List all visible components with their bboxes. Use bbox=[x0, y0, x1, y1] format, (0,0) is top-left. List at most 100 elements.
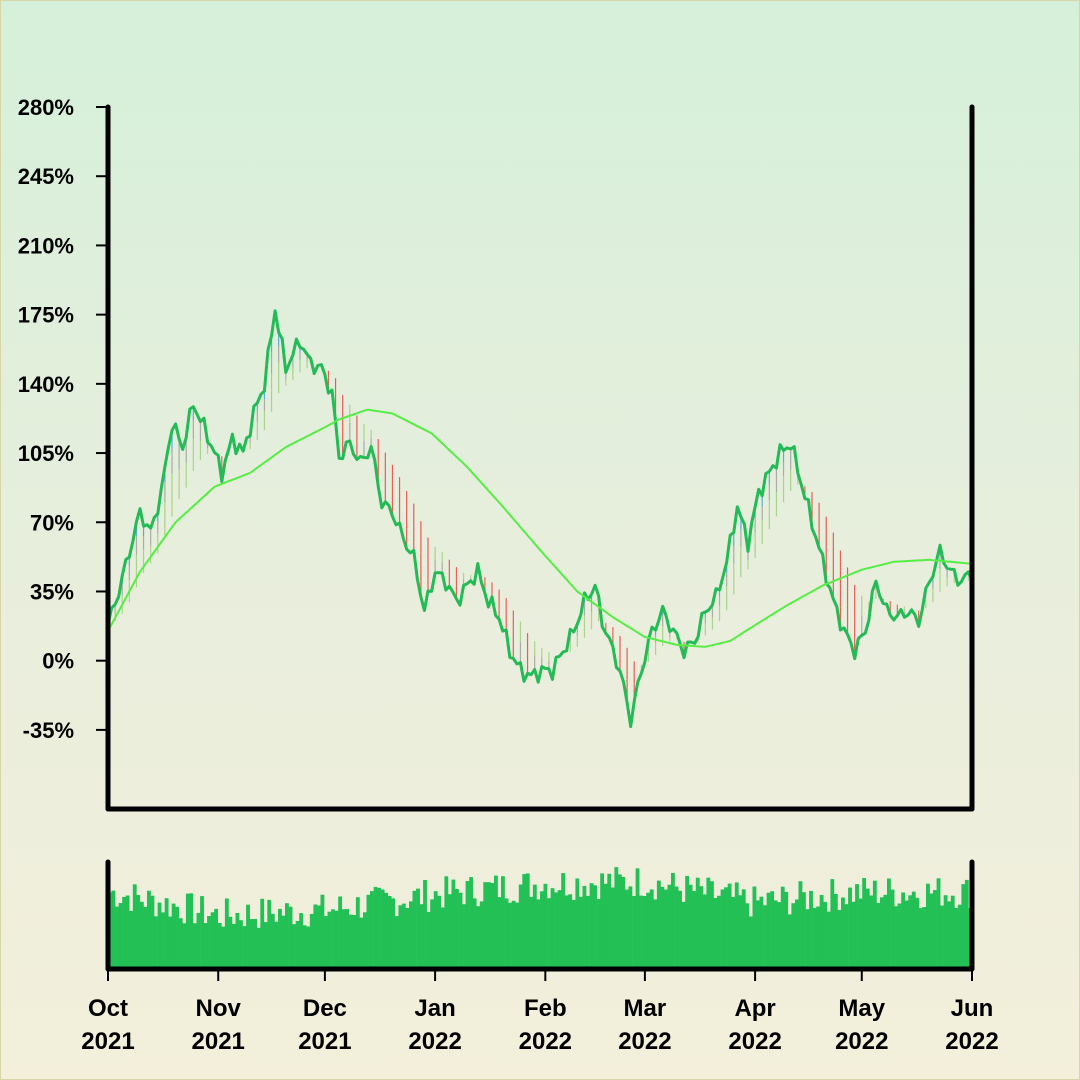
volume-bar bbox=[377, 887, 381, 969]
volume-bar bbox=[943, 895, 948, 969]
volume-bar bbox=[674, 886, 679, 969]
volume-bar bbox=[394, 916, 399, 969]
volume-bar bbox=[904, 900, 909, 969]
volume-bar bbox=[561, 873, 566, 969]
volume-bar bbox=[295, 921, 300, 969]
volume-bar bbox=[437, 895, 442, 969]
volume-bar bbox=[433, 891, 438, 969]
volume-bar bbox=[405, 908, 410, 969]
volume-bar bbox=[494, 875, 498, 969]
volume-bar bbox=[802, 892, 806, 969]
volume-bar bbox=[862, 878, 867, 969]
volume-bar bbox=[217, 923, 222, 969]
volume-bar bbox=[118, 903, 123, 969]
x-tick-year: 2022 bbox=[835, 1028, 888, 1055]
volume-bar bbox=[472, 898, 477, 969]
volume-bar bbox=[770, 891, 775, 969]
volume-bar bbox=[444, 876, 449, 969]
volume-bar bbox=[795, 899, 799, 969]
volume-bar bbox=[193, 923, 197, 969]
volume-bar bbox=[741, 889, 746, 969]
volume-bar bbox=[391, 898, 396, 969]
volume-bar bbox=[579, 896, 583, 969]
volume-bar bbox=[688, 884, 693, 969]
volume-bar bbox=[143, 906, 148, 969]
volume-bar bbox=[702, 894, 707, 969]
volume-bar bbox=[777, 902, 782, 969]
volume-bar bbox=[384, 892, 389, 969]
volume-bar bbox=[855, 884, 859, 969]
x-tick-month: Dec bbox=[303, 995, 347, 1022]
volume-bar bbox=[734, 882, 739, 969]
x-tick-month: May bbox=[838, 995, 885, 1022]
volume-bar bbox=[773, 900, 778, 969]
volume-bar bbox=[168, 916, 173, 969]
ma-ribbon bbox=[114, 332, 970, 703]
volume-bar bbox=[848, 887, 852, 969]
volume-bar bbox=[398, 905, 403, 969]
volume-bar bbox=[933, 890, 937, 969]
volume-bar bbox=[178, 918, 183, 969]
volume-bar bbox=[550, 888, 555, 969]
volume-bar bbox=[667, 884, 672, 969]
volume-bar bbox=[246, 904, 250, 969]
volume-bar bbox=[256, 927, 261, 969]
volume-bar bbox=[844, 904, 849, 969]
volume-bar bbox=[713, 898, 718, 969]
volume-bar bbox=[745, 903, 750, 969]
x-tick-year: 2022 bbox=[408, 1028, 461, 1055]
volume-bar bbox=[221, 926, 226, 969]
volume-bar bbox=[879, 897, 884, 969]
volume-bar bbox=[486, 882, 491, 969]
volume-bar bbox=[826, 911, 831, 969]
volume-bar bbox=[490, 883, 495, 969]
volume-bar bbox=[685, 875, 690, 969]
x-tick-month: Nov bbox=[196, 995, 242, 1022]
volume-bar bbox=[964, 879, 969, 969]
volume-bar bbox=[355, 897, 360, 969]
volume-bar bbox=[451, 879, 456, 969]
x-tick-month: Feb bbox=[524, 995, 567, 1022]
volume-bar bbox=[787, 914, 792, 969]
volume-bar bbox=[274, 921, 279, 969]
volume-bar bbox=[929, 893, 934, 969]
volume-bar bbox=[320, 894, 325, 969]
volume-bar bbox=[228, 916, 233, 969]
y-tick-label: 70% bbox=[30, 510, 74, 535]
x-tick-year: 2022 bbox=[945, 1028, 998, 1055]
volume-bar bbox=[341, 909, 346, 969]
volume-bar bbox=[288, 906, 293, 969]
volume-bar bbox=[270, 913, 275, 969]
volume-bar bbox=[607, 873, 612, 969]
volume-bar bbox=[352, 915, 357, 969]
x-tick-month: Mar bbox=[624, 995, 667, 1022]
volume-bar bbox=[476, 906, 481, 969]
volume-bar bbox=[894, 906, 898, 969]
volume-bar bbox=[239, 920, 243, 969]
y-tick-label: -35% bbox=[23, 718, 74, 743]
volume-bar bbox=[653, 899, 658, 969]
volume-bar bbox=[628, 886, 633, 969]
volume-bar bbox=[299, 913, 304, 969]
volume-bar bbox=[469, 877, 474, 969]
volume-bar bbox=[589, 883, 594, 969]
x-tick-month: Apr bbox=[734, 995, 775, 1022]
volume-bar bbox=[720, 889, 725, 969]
volume-bar bbox=[231, 923, 236, 969]
volume-bar bbox=[214, 908, 219, 969]
volume-bar bbox=[164, 898, 169, 969]
volume-bar bbox=[869, 895, 874, 969]
volume-bar bbox=[359, 917, 364, 969]
volume-bar bbox=[908, 895, 913, 969]
volume-bar bbox=[950, 895, 955, 969]
volume-bar bbox=[504, 898, 509, 969]
volume-bar bbox=[387, 896, 392, 969]
volume-bar bbox=[235, 913, 240, 969]
volume-bar bbox=[540, 891, 544, 969]
volume-bar bbox=[642, 896, 647, 969]
volume-bar bbox=[812, 907, 817, 969]
x-tick-year: 2022 bbox=[618, 1028, 671, 1055]
volume-bar bbox=[196, 912, 201, 969]
volume-bar bbox=[136, 895, 141, 969]
volume-bar bbox=[582, 885, 587, 969]
